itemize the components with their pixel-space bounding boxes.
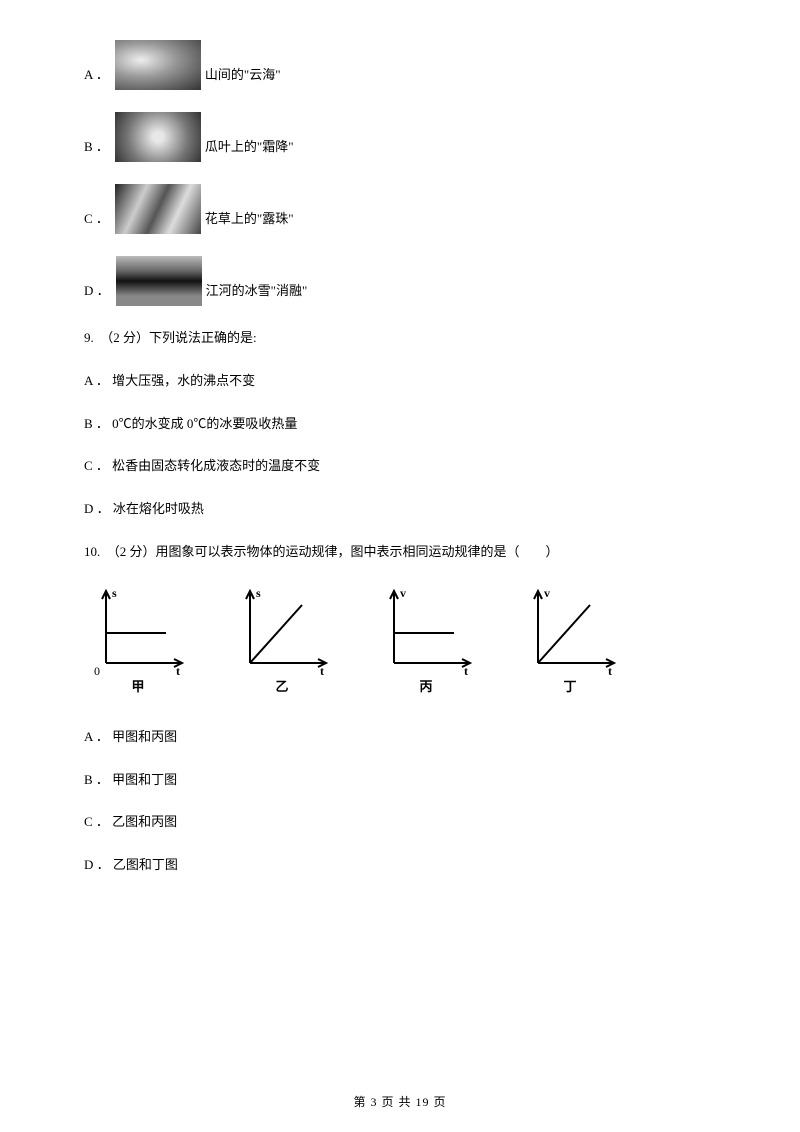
q10-option: B ． 甲图和丁图: [84, 770, 716, 791]
option-text: 山间的"云海": [205, 65, 281, 90]
image-option-row: C ． 花草上的"露珠": [84, 184, 716, 234]
option-thumbnail: [115, 40, 201, 90]
option-text: 花草上的"露珠": [205, 209, 294, 234]
svg-text:t: t: [320, 664, 324, 675]
q9-option: A ． 增大压强，水的沸点不变: [84, 371, 716, 392]
q9-option: D ． 冰在熔化时吸热: [84, 499, 716, 520]
q10-option: A ． 甲图和丙图: [84, 727, 716, 748]
page-footer: 第 3 页 共 19 页: [0, 1093, 800, 1112]
graph-row: st0甲st乙vt丙vt丁: [84, 585, 716, 705]
svg-text:t: t: [608, 664, 612, 675]
option-thumbnail: [115, 184, 201, 234]
q10-stem: 10. （2 分）用图象可以表示物体的运动规律，图中表示相同运动规律的是（ ）: [84, 542, 716, 563]
graph-box: s t 0 甲: [88, 585, 188, 705]
graph-box: v t丁: [520, 585, 620, 705]
svg-text:v: v: [400, 586, 406, 600]
graph-label: 乙: [232, 677, 332, 698]
option-label: B ．: [84, 137, 109, 162]
q9-stem: 9. （2 分）下列说法正确的是:: [84, 328, 716, 349]
q10-option: D ． 乙图和丁图: [84, 855, 716, 876]
option-label: C ．: [84, 209, 109, 234]
graph-box: s t乙: [232, 585, 332, 705]
q9-option: B ． 0℃的水变成 0℃的冰要吸收热量: [84, 414, 716, 435]
option-text: 江河的冰雪"消融": [206, 281, 308, 306]
q10-option: C ． 乙图和丙图: [84, 812, 716, 833]
graph-box: v t丙: [376, 585, 476, 705]
graph-label: 丙: [376, 677, 476, 698]
image-option-row: A ． 山间的"云海": [84, 40, 716, 90]
graph-label: 丁: [520, 677, 620, 698]
graph-label: 甲: [88, 677, 188, 698]
svg-text:t: t: [464, 664, 468, 675]
svg-text:v: v: [544, 586, 550, 600]
svg-text:s: s: [112, 586, 117, 600]
option-label: D ．: [84, 281, 110, 306]
svg-text:s: s: [256, 586, 261, 600]
option-thumbnail: [115, 112, 201, 162]
q9-option: C ． 松香由固态转化成液态时的温度不变: [84, 456, 716, 477]
image-option-row: D ． 江河的冰雪"消融": [84, 256, 716, 306]
image-option-row: B ． 瓜叶上的"霜降": [84, 112, 716, 162]
option-text: 瓜叶上的"霜降": [205, 137, 294, 162]
option-thumbnail: [116, 256, 202, 306]
option-label: A ．: [84, 65, 109, 90]
svg-text:0: 0: [94, 664, 100, 675]
svg-text:t: t: [176, 664, 180, 675]
